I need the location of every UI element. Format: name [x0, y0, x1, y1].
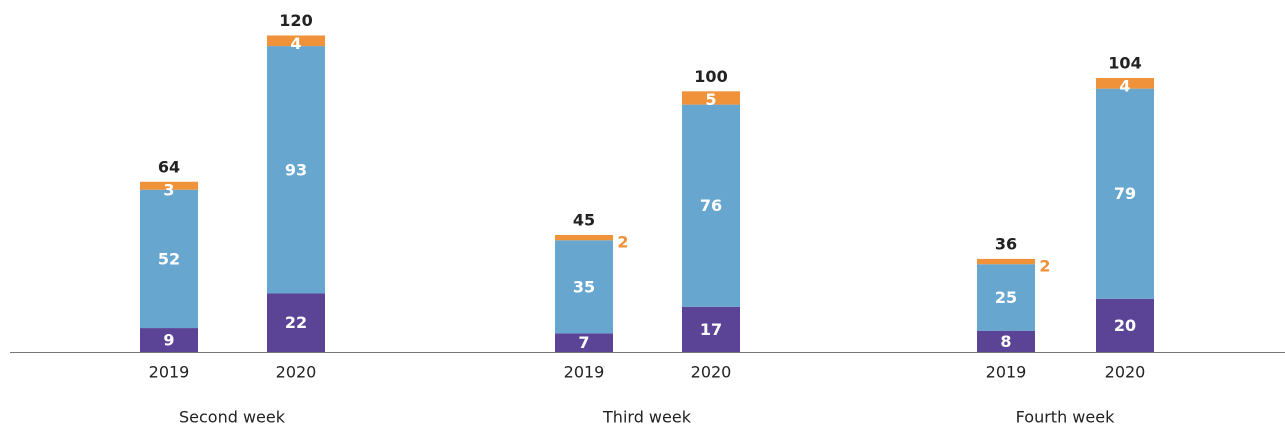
bar-segment [140, 181, 198, 190]
x-tick-label: 2019 [986, 363, 1027, 382]
segment-label: 2 [1039, 256, 1050, 275]
x-tick-label: 2019 [149, 363, 190, 382]
bar-segment [140, 328, 198, 352]
x-tick-label: 2020 [276, 363, 317, 382]
total-label: 45 [573, 210, 595, 229]
segment-label: 5 [705, 90, 716, 109]
segment-label: 93 [285, 160, 307, 179]
group-label: Third week [602, 408, 692, 427]
segment-label: 2 [617, 232, 628, 251]
bar-segment [682, 306, 740, 352]
segment-label: 52 [158, 249, 180, 268]
group-label: Fourth week [1016, 408, 1115, 427]
segment-label: 17 [700, 320, 722, 339]
segment-label: 76 [700, 196, 722, 215]
segment-label: 35 [573, 277, 595, 296]
bar-segment [682, 104, 740, 307]
bar-segment [977, 258, 1035, 265]
bar-segment [682, 91, 740, 105]
bar-segment [977, 264, 1035, 331]
total-label: 104 [1108, 54, 1141, 73]
bar-segment [555, 333, 613, 352]
segment-label: 8 [1000, 332, 1011, 351]
bar-segment [267, 35, 325, 47]
segment-label: 4 [1119, 77, 1130, 96]
total-label: 36 [995, 234, 1017, 253]
x-tick-label: 2020 [1105, 363, 1146, 382]
bar-segment [555, 240, 613, 334]
bar-segment [555, 234, 613, 241]
total-label: 100 [694, 67, 727, 86]
bar-segment [140, 189, 198, 329]
bar-segment [267, 293, 325, 352]
segment-label: 20 [1114, 316, 1136, 335]
group-label: Second week [179, 408, 286, 427]
bar-segment [267, 46, 325, 294]
segment-label: 9 [163, 331, 174, 350]
segment-label: 25 [995, 288, 1017, 307]
segment-label: 4 [290, 34, 301, 53]
segment-label: 79 [1114, 184, 1136, 203]
bar-segment [1096, 78, 1154, 89]
segment-label: 22 [285, 313, 307, 332]
segment-label: 3 [163, 180, 174, 199]
segment-label: 7 [578, 333, 589, 352]
bar-segment [977, 330, 1035, 352]
x-tick-label: 2020 [691, 363, 732, 382]
x-tick-label: 2019 [564, 363, 605, 382]
bar-segment [1096, 88, 1154, 299]
bar-segment [1096, 298, 1154, 352]
total-label: 120 [279, 11, 312, 30]
total-label: 64 [158, 157, 180, 176]
